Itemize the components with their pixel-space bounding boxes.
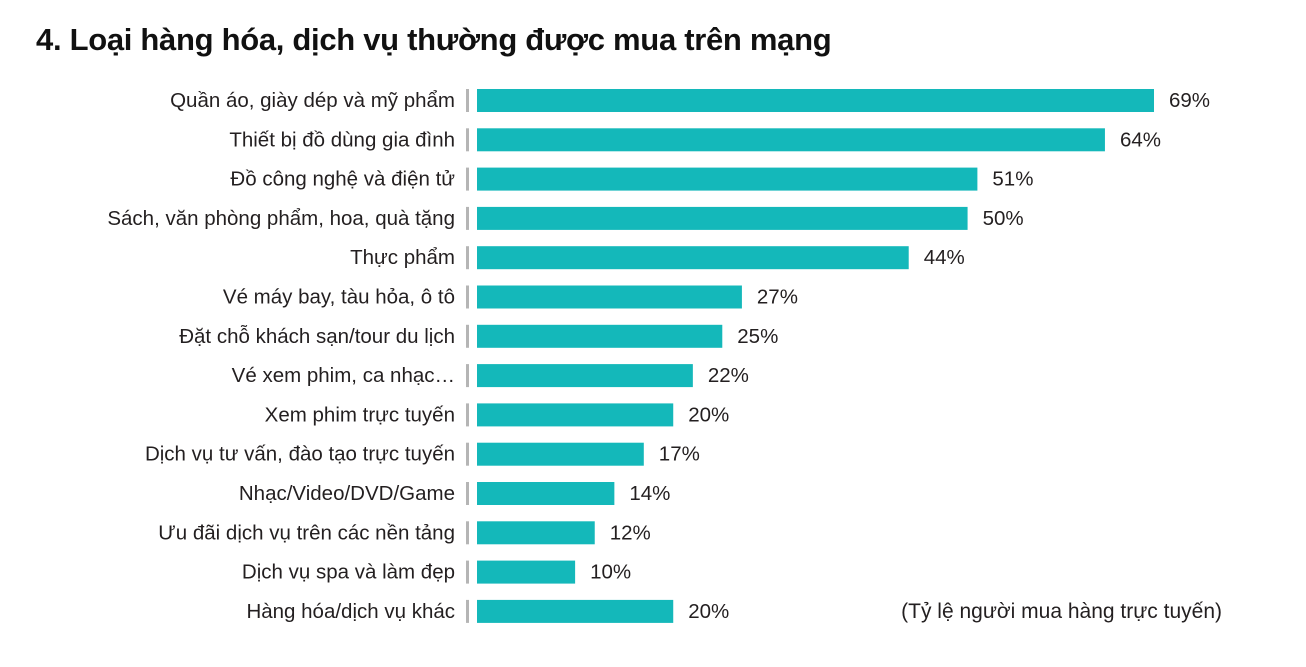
- category-label: Nhạc/Video/DVD/Game: [239, 482, 455, 505]
- bar: [477, 599, 674, 623]
- data-label: 27%: [757, 286, 798, 309]
- data-label: 12%: [610, 521, 651, 544]
- category-label: Ưu đãi dịch vụ trên các nền tảng: [158, 521, 455, 544]
- data-label: 51%: [992, 168, 1033, 191]
- axis-tick: [466, 285, 469, 309]
- category-label: Thực phẩm: [350, 246, 455, 269]
- bar: [477, 128, 1105, 152]
- axis-tick: [466, 521, 469, 545]
- category-label: Vé xem phim, ca nhạc…: [232, 364, 455, 387]
- category-label: Dịch vụ tư vấn, đào tạo trực tuyến: [145, 443, 455, 466]
- bar: [477, 560, 576, 584]
- data-label: 64%: [1120, 128, 1161, 151]
- category-label: Đồ công nghệ và điện tử: [230, 168, 455, 191]
- category-label: Đặt chỗ khách sạn/tour du lịch: [179, 325, 455, 348]
- chart-title: 4. Loại hàng hóa, dịch vụ thường được mu…: [36, 22, 832, 57]
- category-label: Sách, văn phòng phẩm, hoa, quà tặng: [107, 207, 455, 230]
- bar: [477, 403, 674, 427]
- axis-tick: [466, 403, 469, 427]
- axis-tick: [466, 89, 469, 112]
- value-labels: 69% 64% 51% 50% 44% 27% 25% 22% 20% 17% 14% 12% 10% 2…: [590, 89, 1210, 623]
- axis-tick: [466, 246, 469, 270]
- data-label: 50%: [983, 207, 1024, 230]
- bar: [477, 364, 693, 388]
- category-label: Vé máy bay, tàu hỏa, ô tô: [223, 286, 455, 309]
- axis-tick: [466, 206, 469, 230]
- axis-tick: [466, 599, 469, 623]
- chart-note: (Tỷ lệ người mua hàng trực tuyến): [901, 600, 1222, 623]
- axis-tick: [466, 442, 469, 466]
- data-label: 14%: [629, 482, 670, 505]
- bar: [477, 285, 742, 309]
- axis-tick: [466, 482, 469, 505]
- bar: [477, 167, 978, 191]
- bar: [477, 482, 615, 505]
- category-label: Xem phim trực tuyến: [265, 403, 455, 426]
- bar: [477, 206, 968, 230]
- data-label: 20%: [688, 403, 729, 426]
- axis-tick: [466, 167, 469, 191]
- axis-tick: [466, 128, 469, 152]
- bar: [477, 442, 644, 466]
- data-label: 20%: [688, 600, 729, 623]
- axis-tick: [466, 364, 469, 388]
- bar: [477, 246, 909, 270]
- axis-tick: [466, 560, 469, 584]
- data-label: 22%: [708, 364, 749, 387]
- category-label: Thiết bị đồ dùng gia đình: [229, 128, 455, 151]
- bar: [477, 521, 595, 545]
- axis-ticks: [466, 89, 469, 623]
- bar: [477, 89, 1154, 112]
- axis-tick: [466, 324, 469, 348]
- category-label: Dịch vụ spa và làm đẹp: [242, 561, 455, 584]
- category-label: Quần áo, giày dép và mỹ phẩm: [170, 89, 455, 112]
- bar: [477, 324, 723, 348]
- data-label: 69%: [1169, 89, 1210, 112]
- data-label: 17%: [659, 443, 700, 466]
- category-label: Hàng hóa/dịch vụ khác: [246, 600, 455, 623]
- bars: [477, 89, 1154, 623]
- data-label: 44%: [924, 246, 965, 269]
- data-label: 25%: [737, 325, 778, 348]
- data-label: 10%: [590, 561, 631, 584]
- category-labels: Quần áo, giày dép và mỹ phẩm Thiết bị đồ …: [107, 89, 455, 623]
